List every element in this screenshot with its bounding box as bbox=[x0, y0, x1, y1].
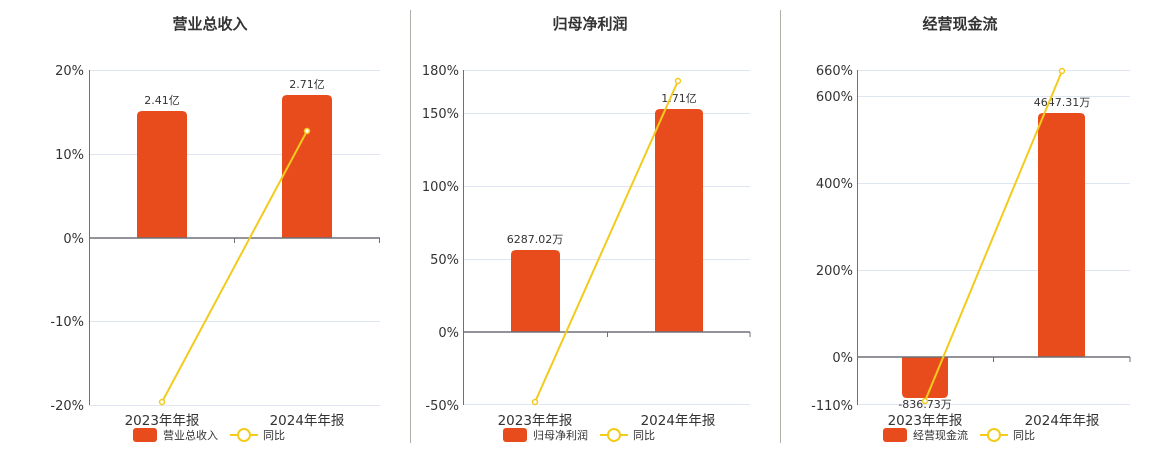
legend-bar-swatch[interactable] bbox=[883, 428, 907, 442]
x-tick-label: 2024年年报 bbox=[1025, 413, 1100, 429]
y-tick-label: 660% bbox=[816, 64, 853, 79]
legend-bar-label[interactable]: 归母净利润 bbox=[533, 429, 588, 442]
y-tick-label: 200% bbox=[816, 264, 853, 279]
y-tick-label: 400% bbox=[816, 177, 853, 192]
bar-value-label: 6287.02万 bbox=[507, 233, 564, 246]
x-tick-label: 2024年年报 bbox=[641, 413, 716, 429]
x-tick-label: 2023年年报 bbox=[888, 413, 963, 429]
bar-2023[interactable] bbox=[902, 357, 948, 398]
bar-2024[interactable] bbox=[282, 95, 332, 238]
y-tick-label: 100% bbox=[422, 180, 459, 195]
yoy-line bbox=[924, 70, 1063, 402]
y-tick-label: 150% bbox=[422, 107, 459, 122]
y-tick-label: 600% bbox=[816, 90, 853, 105]
legend-line-swatch-icon[interactable] bbox=[980, 428, 1008, 442]
chart-plot-revenue: 20% 10% 0% -10% -20% 2.41亿 2.71亿 2023年年报… bbox=[50, 64, 380, 429]
chart-title: 经营现金流 bbox=[922, 15, 998, 33]
y-tick-label: -110% bbox=[811, 399, 853, 414]
legend-bar-swatch[interactable] bbox=[503, 428, 527, 442]
chart-panel-revenue: 营业总收入 20% 10% 0% -10% -20% 2.41亿 2.71亿 2… bbox=[0, 0, 400, 450]
yoy-point[interactable] bbox=[1058, 67, 1066, 75]
yoy-line bbox=[161, 130, 308, 403]
y-tick-label: 0% bbox=[63, 232, 84, 247]
panel-divider bbox=[410, 10, 411, 443]
chart-panel-net-profit: 归母净利润 180% 150% 100% 50% 0% -50% 6287.02… bbox=[422, 15, 751, 443]
y-tick-label: 50% bbox=[430, 253, 459, 268]
legend: 归母净利润 同比 bbox=[503, 427, 655, 443]
bar-value-label: 4647.31万 bbox=[1034, 96, 1091, 109]
bar-2023[interactable] bbox=[511, 250, 560, 332]
y-tick-label: 0% bbox=[832, 351, 853, 366]
y-tick-label: -20% bbox=[50, 399, 84, 414]
panel-divider bbox=[780, 10, 781, 443]
legend-bar-swatch[interactable] bbox=[133, 428, 157, 442]
y-tick-label: 180% bbox=[422, 64, 459, 79]
legend-line-label[interactable]: 同比 bbox=[633, 429, 655, 442]
bar-2024[interactable] bbox=[1038, 113, 1085, 357]
y-tick-label: 0% bbox=[438, 326, 459, 341]
y-tick-label: 10% bbox=[55, 148, 84, 163]
legend-line-label[interactable]: 同比 bbox=[1013, 429, 1035, 442]
legend: 经营现金流 同比 bbox=[883, 427, 1035, 443]
y-tick-label: -10% bbox=[50, 315, 84, 330]
bar-2023[interactable] bbox=[137, 111, 187, 238]
y-tick-label: 20% bbox=[55, 64, 84, 79]
chart-title: 营业总收入 bbox=[172, 15, 248, 33]
bar-value-label: -836.73万 bbox=[898, 398, 951, 411]
yoy-point[interactable] bbox=[531, 398, 539, 406]
yoy-point[interactable] bbox=[303, 127, 311, 135]
legend-line-label[interactable]: 同比 bbox=[263, 429, 285, 442]
legend-line-swatch-icon[interactable] bbox=[600, 428, 628, 442]
chart-plot-net-profit: 180% 150% 100% 50% 0% -50% 6287.02万 1.71… bbox=[422, 64, 751, 429]
bar-2024[interactable] bbox=[655, 109, 703, 332]
legend-bar-label[interactable]: 营业总收入 bbox=[163, 429, 218, 442]
x-tick-label: 2023年年报 bbox=[125, 413, 200, 429]
x-tick-label: 2023年年报 bbox=[498, 413, 573, 429]
legend: 营业总收入 同比 bbox=[133, 427, 285, 443]
chart-title: 归母净利润 bbox=[552, 15, 628, 33]
yoy-point[interactable] bbox=[674, 77, 682, 85]
x-tick-label: 2024年年报 bbox=[270, 413, 345, 429]
y-tick-label: -50% bbox=[425, 399, 459, 414]
legend-bar-label[interactable]: 经营现金流 bbox=[913, 429, 968, 442]
yoy-point[interactable] bbox=[158, 398, 166, 406]
legend-line-swatch-icon[interactable] bbox=[230, 428, 258, 442]
bar-value-label: 2.41亿 bbox=[144, 94, 180, 107]
yoy-point[interactable] bbox=[921, 397, 929, 405]
bar-value-label: 1.71亿 bbox=[661, 92, 697, 105]
yoy-line bbox=[534, 80, 679, 403]
bar-value-label: 2.71亿 bbox=[289, 78, 325, 91]
